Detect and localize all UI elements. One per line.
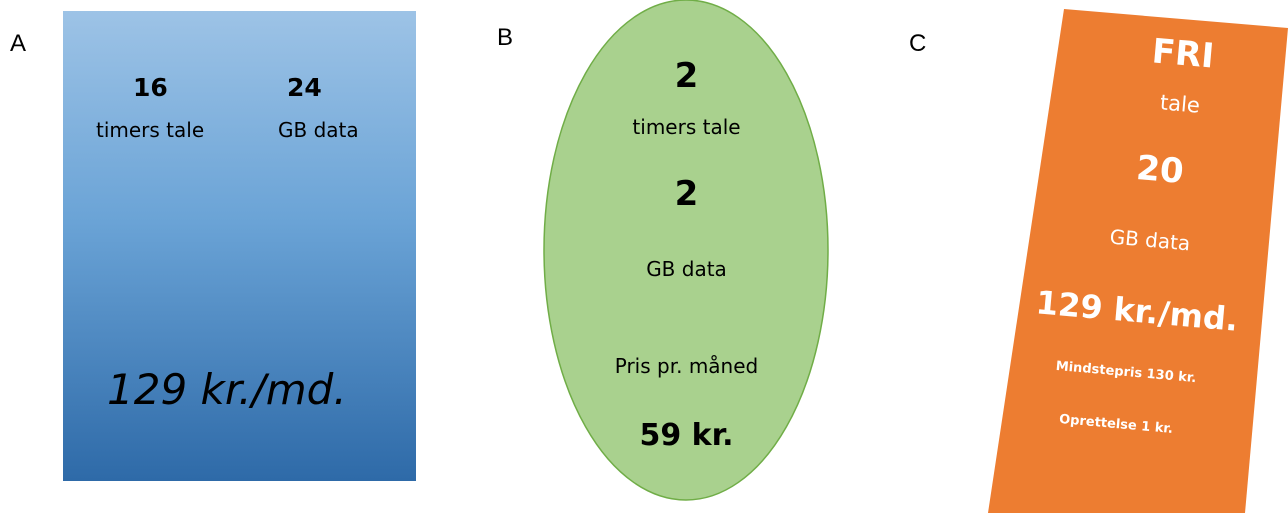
card-b-price-label: Pris pr. måned (614, 354, 759, 378)
card-a-talk-label: timers tale (96, 118, 205, 142)
card-b-data-value: 2 (674, 174, 699, 214)
plan-card-a: 16 timers tale 24 GB data 129 kr./md. (63, 11, 416, 481)
card-a-data-value: 24 (287, 73, 322, 102)
card-a-price: 129 kr./md. (107, 365, 347, 414)
card-b-talk-label: timers tale (632, 115, 741, 139)
card-a-talk-value: 16 (133, 73, 168, 102)
label-b: B (497, 24, 514, 51)
card-b-price: 59 kr. (639, 418, 734, 453)
card-a-data-label: GB data (278, 118, 359, 142)
card-b-talk-value: 2 (674, 56, 699, 96)
label-a: A (10, 30, 27, 57)
card-b-data-label: GB data (646, 257, 727, 281)
label-c: C (909, 30, 927, 57)
